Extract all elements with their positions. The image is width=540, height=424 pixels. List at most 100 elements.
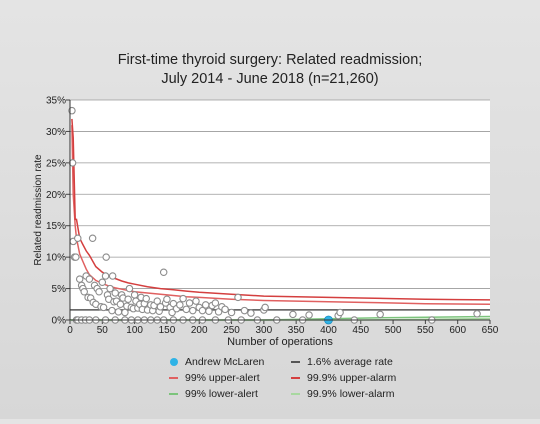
legend-item-upper-alert[interactable]: 99% upper-alert [168, 370, 290, 385]
surgeon-point [189, 306, 197, 315]
surgeon-point [68, 159, 77, 167]
x-tick-label: 150 [159, 325, 176, 336]
legend-item-lower-alarm[interactable]: 99.9% lower-alarm [290, 386, 418, 401]
legend-label: 99.9% lower-alarm [307, 387, 395, 400]
surgeon-point [176, 301, 184, 309]
x-tick-label: 550 [417, 325, 434, 336]
surgeon-point [111, 289, 119, 297]
x-tick-label: 600 [449, 325, 466, 336]
gridlines [70, 99, 490, 289]
surgeon-point [108, 272, 117, 280]
legend-label: 99% lower-alert [185, 387, 258, 400]
y-tick-label: 25% [46, 158, 66, 169]
surgeon-point [227, 308, 236, 317]
surgeon-point [101, 272, 110, 280]
x-tick-label: 50 [97, 325, 109, 336]
y-tick-label: 5% [52, 284, 67, 295]
legend-swatch [291, 392, 300, 395]
surgeon-point [211, 299, 220, 307]
axis-ticks: 0% 5% 10% 15% 20% 25% 30% 35% 0 50 100 150 200 250 300… [46, 96, 499, 337]
surgeon-point [163, 295, 171, 304]
surgeon-point [142, 294, 150, 303]
chart-title: First-time thyroid surgery: Related read… [118, 52, 423, 68]
surgeon-point [336, 308, 344, 317]
surgeon-point [185, 299, 194, 307]
legend-label: Andrew McLaren [185, 355, 265, 368]
x-tick-label: 650 [482, 325, 499, 336]
legend-item-highlight[interactable]: Andrew McLaren [168, 354, 290, 369]
x-tick-label: 100 [126, 325, 143, 336]
x-tick-label: 350 [288, 325, 305, 336]
x-tick-label: 500 [385, 325, 402, 336]
surgeon-point [153, 297, 161, 305]
legend-swatch [291, 376, 300, 379]
plot-area [70, 100, 490, 320]
surgeon-point [95, 287, 103, 296]
surgeon-point [72, 253, 80, 261]
surgeon-point [74, 234, 82, 243]
legend-swatch [169, 392, 178, 395]
surgeon-point [102, 253, 110, 261]
surgeon-points [68, 106, 481, 325]
y-tick-label: 35% [46, 96, 66, 107]
surgeon-point [99, 303, 108, 312]
surgeon-point [192, 297, 200, 305]
x-tick-label: 0 [67, 325, 73, 336]
surgeon-point [75, 275, 84, 283]
series-line-99-9-upper-alarm [71, 118, 491, 301]
surgeon-point [305, 311, 313, 319]
surgeon-point [106, 284, 114, 293]
surgeon-point [289, 310, 297, 319]
x-tick-label: 200 [191, 325, 208, 336]
legend-swatch [169, 376, 178, 379]
surgeon-point [156, 303, 165, 311]
legend-label: 99% upper-alert [185, 371, 260, 384]
axes [69, 100, 490, 321]
x-tick-label: 300 [256, 325, 273, 336]
surgeon-point [234, 293, 242, 302]
surgeon-point [130, 291, 139, 299]
surgeon-point [240, 306, 249, 315]
surgeon-point [205, 307, 213, 315]
surgeon-point [182, 305, 191, 314]
y-tick-label: 10% [46, 253, 66, 264]
surgeon-point [85, 275, 94, 283]
surgeon-point [124, 295, 132, 304]
surgeon-point [159, 268, 168, 276]
surgeon-point [125, 284, 134, 293]
legend-item-upper-alarm[interactable]: 99.9% upper-alarm [290, 370, 418, 385]
surgeon-point [376, 310, 384, 319]
surgeon-point [108, 306, 116, 315]
legend: Andrew McLaren 1.6% average rate 99% upp… [168, 354, 418, 401]
surgeon-point [88, 234, 97, 243]
chart-subtitle: July 2014 - June 2018 (n=21,260) [161, 71, 378, 87]
surgeon-point [221, 305, 229, 314]
x-axis-label: Number of operations [227, 336, 333, 348]
y-tick-label: 15% [46, 221, 66, 232]
x-tick-label: 450 [352, 325, 369, 336]
surgeon-point [116, 300, 125, 309]
legend-swatch [170, 357, 178, 366]
legend-item-average[interactable]: 1.6% average rate [290, 354, 418, 369]
y-axis-label: Related readmission rate [33, 154, 44, 266]
legend-label: 1.6% average rate [307, 355, 393, 368]
y-tick-label: 0% [52, 316, 67, 327]
y-tick-label: 20% [46, 190, 66, 201]
legend-swatch [291, 360, 300, 363]
x-tick-label: 400 [320, 325, 337, 336]
surgeon-point [121, 308, 129, 317]
surgeon-point [80, 287, 88, 296]
legend-label: 99.9% upper-alarm [307, 371, 397, 384]
surgeon-point [247, 309, 255, 317]
surgeon-point [179, 294, 187, 303]
surgeon-point [473, 309, 481, 318]
y-tick-label: 30% [46, 127, 66, 138]
surgeon-point [98, 278, 107, 287]
surgeon-point [261, 303, 269, 312]
x-tick-label: 250 [223, 325, 240, 336]
surgeon-point [201, 301, 210, 309]
legend-item-lower-alert[interactable]: 99% lower-alert [168, 386, 290, 401]
surgeon-point [114, 308, 123, 316]
